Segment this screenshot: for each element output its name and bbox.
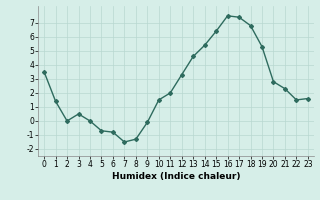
X-axis label: Humidex (Indice chaleur): Humidex (Indice chaleur) [112, 172, 240, 181]
